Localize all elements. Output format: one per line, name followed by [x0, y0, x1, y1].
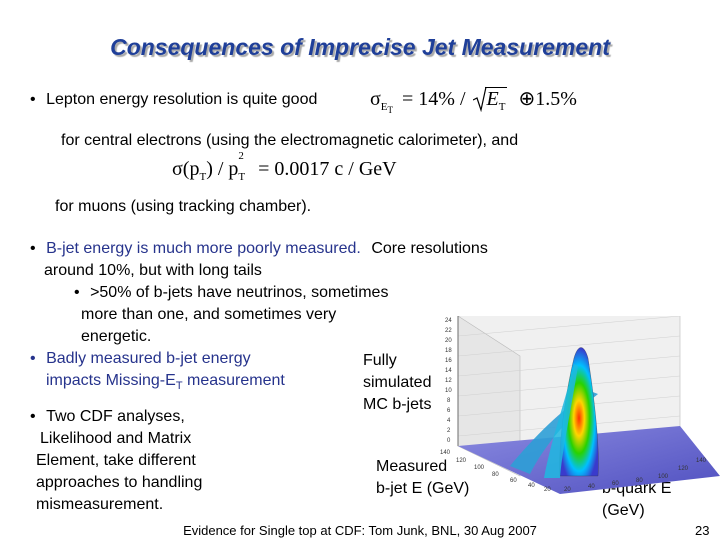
bullet-marker: • [30, 408, 36, 425]
x-tick: 140 [440, 450, 451, 456]
footer-text: Evidence for Single top at CDF: Tom Junk… [183, 523, 537, 538]
sub-bullet-line-1: >50% of b-jets have neutrinos, sometimes [90, 284, 389, 301]
eq1-sigma: σ [370, 88, 381, 110]
plot-peak-shoulder [544, 364, 578, 478]
sub-bullet-marker: • [74, 284, 80, 301]
z-tick: 16 [445, 358, 452, 364]
y-tick: 120 [678, 466, 689, 472]
bullet-2: • B-jet energy is much more poorly measu… [30, 238, 488, 260]
y-tick: 80 [636, 478, 643, 484]
x-tick: 20 [544, 487, 551, 493]
z-tick: 2 [447, 428, 451, 434]
x-label-bjet-e: b-jet E (GeV) [376, 480, 470, 497]
bjet-energy-surface-plot: 24 22 20 18 16 14 12 10 8 6 4 2 0 140 12… [440, 316, 720, 494]
z-tick-labels: 24 22 20 18 16 14 12 10 8 6 4 2 0 [445, 318, 452, 444]
z-tick: 4 [447, 418, 451, 424]
sub-bullet-line-2: more than one, and sometimes very [81, 306, 337, 323]
page-number: 23 [695, 523, 710, 538]
y-tick-labels: 20 40 60 80 100 120 140 [564, 458, 707, 493]
bjet-poorly-measured-text: B-jet energy is much more poorly measure… [46, 240, 361, 257]
core-resolutions-text: Core resolutions [371, 240, 488, 257]
y-tick: 60 [612, 481, 619, 487]
bullet-4: • Two CDF analyses, [30, 406, 185, 428]
z-tick: 14 [445, 368, 452, 374]
y-label-gev: (GeV) [602, 502, 645, 519]
fig-label-simulated: simulated [363, 374, 432, 391]
y-tick: 20 [564, 487, 571, 493]
central-electrons-text: for central electrons (using the electro… [61, 132, 519, 149]
bullet-1: • Lepton energy resolution is quite good [30, 89, 317, 111]
eq2-left: σ(p [172, 158, 200, 180]
bullet-marker: • [30, 240, 36, 257]
z-tick: 8 [447, 398, 451, 404]
bullet-4-line-4: approaches to handling [36, 474, 203, 491]
eq1-oplus: ⊕ [518, 88, 536, 110]
bullet-3-line-2: impacts Missing-ET measurement [46, 370, 285, 397]
eq2-sup: 2 [238, 150, 244, 162]
muons-text: for muons (using tracking chamber). [55, 198, 312, 215]
sub-bullet: • >50% of b-jets have neutrinos, sometim… [74, 282, 388, 304]
x-tick: 120 [456, 458, 467, 464]
y-tick: 40 [588, 484, 595, 490]
eq1-e: E [486, 88, 499, 110]
eq2-mid: ) / p [206, 158, 239, 180]
z-tick: 22 [445, 328, 452, 334]
x-tick: 80 [492, 472, 499, 478]
x-tick-labels: 140 120 100 80 60 40 20 [440, 450, 551, 493]
z-tick: 6 [447, 408, 451, 414]
slide-title: Consequences of Imprecise Jet Measuremen… [110, 34, 610, 60]
missing-et-sub: T [175, 380, 183, 393]
y-tick: 100 [658, 474, 669, 480]
sqrt-icon [472, 86, 487, 112]
eq1-t: T [498, 101, 506, 113]
bullet-3-line-1: Badly measured b-jet energy [46, 350, 251, 367]
bullet-marker: • [30, 91, 36, 108]
fig-label-mc-bjets: MC b-jets [363, 396, 432, 413]
bullet-4-line-2: Likelihood and Matrix [40, 430, 192, 447]
z-tick: 0 [447, 438, 451, 444]
lepton-resolution-text: Lepton energy resolution is quite good [46, 91, 318, 108]
eq2-right: = 0.0017 c / GeV [258, 158, 397, 180]
bullet-3: • Badly measured b-jet energy [30, 348, 251, 370]
bullet-4-line-5: mismeasurement. [36, 496, 164, 513]
z-tick: 12 [445, 378, 452, 384]
bullet-4-line-3: Element, take different [36, 452, 196, 469]
x-tick: 40 [528, 483, 535, 489]
eq2-sub2: T [238, 171, 246, 183]
x-tick: 60 [510, 478, 517, 484]
equation-lepton-resolution: σET = 14% / ET ⊕1.5% [370, 86, 577, 115]
y-tick: 140 [696, 458, 707, 464]
z-tick: 24 [445, 318, 452, 324]
z-tick: 10 [445, 388, 452, 394]
missing-et-text: impacts Missing-E [46, 372, 176, 389]
sub-bullet-line-3: energetic. [81, 328, 152, 345]
measurement-text: measurement [182, 372, 285, 389]
eq1-sub-t: T [387, 105, 394, 116]
eq1-sub-e: E [380, 101, 388, 113]
bullet-4-line-1: Two CDF analyses, [46, 408, 185, 425]
x-label-measured: Measured [376, 458, 448, 475]
bullet-2-line-2: around 10%, but with long tails [44, 262, 262, 279]
eq1-tail: 1.5% [535, 88, 577, 110]
eq2-sub1: T [199, 171, 207, 183]
z-tick: 20 [445, 338, 452, 344]
bullet-marker: • [30, 350, 36, 367]
x-tick: 100 [474, 465, 485, 471]
fig-label-fully: Fully [363, 352, 397, 369]
eq1-sqrt: ET [472, 86, 508, 113]
z-tick: 18 [445, 348, 452, 354]
eq1-equals: = 14% / [402, 88, 466, 110]
